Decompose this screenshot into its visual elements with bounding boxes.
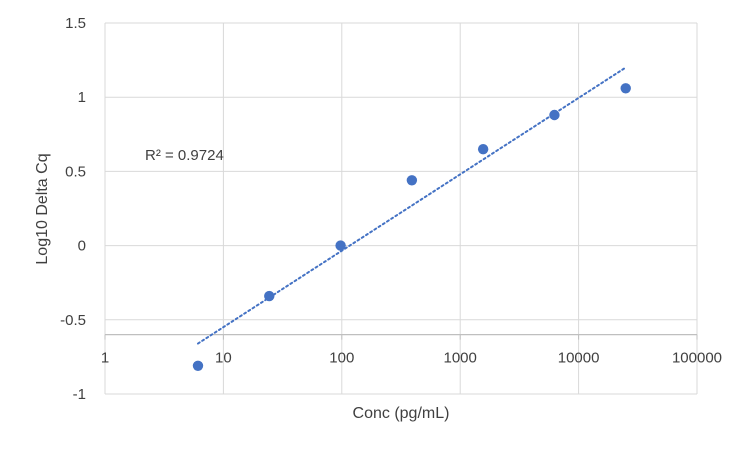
x-tick-label: 100 bbox=[329, 350, 354, 367]
x-axis-title: Conc (pg/mL) bbox=[353, 405, 450, 422]
data-point-2 bbox=[335, 240, 346, 251]
data-point-6 bbox=[620, 83, 631, 94]
data-points bbox=[192, 83, 631, 372]
x-tick-label: 10 bbox=[215, 350, 232, 367]
axes bbox=[104, 334, 698, 340]
y-tick-label: -1 bbox=[73, 386, 86, 403]
data-point-0 bbox=[192, 360, 204, 372]
y-tick-label: 1 bbox=[78, 89, 86, 106]
trendline bbox=[196, 66, 627, 345]
x-tick-label: 1000 bbox=[444, 350, 477, 367]
data-point-4 bbox=[477, 143, 489, 155]
annotation-r-squared: R² = 0.9724 bbox=[145, 147, 224, 164]
data-point-3 bbox=[406, 175, 418, 186]
y-axis-title: Log10 Delta Cq bbox=[34, 153, 51, 264]
x-tick-label: 10000 bbox=[558, 350, 600, 367]
y-tick-label: -0.5 bbox=[60, 312, 86, 329]
data-point-5 bbox=[549, 109, 560, 121]
gridlines bbox=[104, 22, 698, 395]
y-tick-label: 0.5 bbox=[65, 163, 86, 180]
tick-labels: 1.5 1 0.5 0 -0.5 -1 1 10 100 1000 10000 100000 bbox=[60, 15, 722, 403]
x-tick-label: 100000 bbox=[672, 350, 722, 367]
data-point-1 bbox=[264, 290, 275, 302]
y-tick-label: 1.5 bbox=[65, 15, 86, 32]
x-tick-label: 1 bbox=[101, 350, 109, 367]
y-tick-label: 0 bbox=[78, 238, 86, 255]
trendline-layer bbox=[196, 66, 627, 345]
